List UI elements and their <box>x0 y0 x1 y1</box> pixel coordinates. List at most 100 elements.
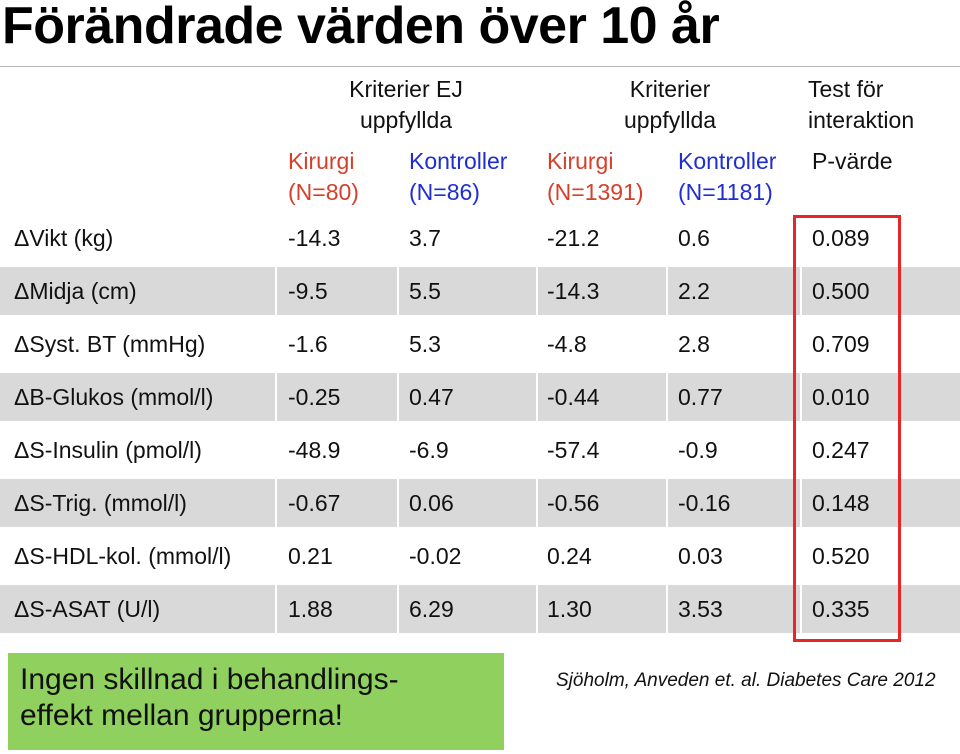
group-header-line: Kriterier <box>629 76 711 102</box>
title-divider <box>0 66 960 67</box>
group-header-line: uppfyllda <box>623 107 717 133</box>
table-row: ΔS-HDL-kol. (mmol/l) 0.21 -0.02 0.24 0.0… <box>0 532 960 580</box>
column-separator <box>536 479 538 527</box>
subheader-kirurgi-not-met: Kirurgi (N=80) <box>288 146 359 208</box>
group-header-interaction: Test för interaktion <box>808 74 958 136</box>
group-header-not-met: Kriterier EJ uppfyllda <box>318 74 494 136</box>
table-row: ΔS-Insulin (pmol/l) -48.9 -6.9 -57.4 -0.… <box>0 426 960 474</box>
value-cell: -21.2 <box>547 225 600 251</box>
row-label: ΔS-HDL-kol. (mmol/l) <box>14 543 232 569</box>
column-separator <box>397 585 399 633</box>
value-cell: 0.03 <box>678 543 723 569</box>
value-cell: 0.24 <box>547 543 592 569</box>
value-cell: -1.6 <box>288 331 328 357</box>
subheader-line: (N=1181) <box>678 179 773 205</box>
column-separator <box>397 373 399 421</box>
subheader-kirurgi-met: Kirurgi (N=1391) <box>547 146 644 208</box>
value-cell: 5.3 <box>409 331 441 357</box>
subheader-line: Kirurgi <box>288 148 355 174</box>
column-separator <box>397 267 399 315</box>
conclusion-line: Ingen skillnad i behandlings- <box>20 663 399 696</box>
value-cell: -0.16 <box>678 490 731 516</box>
p-value-cell: 0.010 <box>812 384 870 410</box>
value-cell: 0.6 <box>678 225 710 251</box>
value-cell: 0.21 <box>288 543 333 569</box>
table-row: ΔSyst. BT (mmHg) -1.6 5.3 -4.8 2.8 0.709 <box>0 320 960 368</box>
subheader-line: (N=1391) <box>547 179 644 205</box>
p-value-cell: 0.089 <box>812 225 870 251</box>
subheader-line: Kontroller <box>409 148 508 174</box>
p-value-cell: 0.335 <box>812 596 870 622</box>
value-cell: 0.77 <box>678 384 723 410</box>
group-header-line: Kriterier EJ <box>349 76 463 102</box>
table-row: ΔS-ASAT (U/l) 1.88 6.29 1.30 3.53 0.335 <box>0 585 960 633</box>
value-cell: -0.02 <box>409 543 462 569</box>
row-label: ΔS-ASAT (U/l) <box>14 596 161 622</box>
column-separator <box>275 479 277 527</box>
p-value-cell: 0.500 <box>812 278 870 304</box>
value-cell: 5.5 <box>409 278 441 304</box>
p-value-cell: 0.520 <box>812 543 870 569</box>
column-separator <box>666 479 668 527</box>
subheader-line: (N=86) <box>409 179 480 205</box>
p-value-cell: 0.148 <box>812 490 870 516</box>
row-label: ΔB-Glukos (mmol/l) <box>14 384 214 410</box>
subheader-line: (N=80) <box>288 179 359 205</box>
value-cell: 0.06 <box>409 490 454 516</box>
column-separator <box>275 373 277 421</box>
value-cell: 6.29 <box>409 596 454 622</box>
p-value-cell: 0.247 <box>812 437 870 463</box>
value-cell: -14.3 <box>547 278 600 304</box>
value-cell: 2.8 <box>678 331 710 357</box>
value-cell: -0.44 <box>547 384 600 410</box>
value-cell: 1.30 <box>547 596 592 622</box>
row-label: ΔSyst. BT (mmHg) <box>14 331 206 357</box>
subheader-line: P-värde <box>812 148 893 174</box>
subheader-p-value: P-värde <box>812 146 893 177</box>
table-row: ΔS-Trig. (mmol/l) -0.67 0.06 -0.56 -0.16… <box>0 479 960 527</box>
column-separator <box>666 585 668 633</box>
value-cell: -0.67 <box>288 490 341 516</box>
p-value-highlight-box <box>793 215 901 642</box>
value-cell: -0.9 <box>678 437 718 463</box>
value-cell: -0.56 <box>547 490 600 516</box>
row-label: ΔS-Trig. (mmol/l) <box>14 490 187 516</box>
column-separator <box>800 267 802 315</box>
value-cell: -6.9 <box>409 437 449 463</box>
column-separator <box>666 267 668 315</box>
value-cell: 1.88 <box>288 596 333 622</box>
subheader-line: Kontroller <box>678 148 777 174</box>
column-separator <box>536 585 538 633</box>
value-cell: 2.2 <box>678 278 710 304</box>
value-cell: -9.5 <box>288 278 328 304</box>
group-header-line: interaktion <box>808 107 915 133</box>
group-header-line: Test för <box>808 76 884 102</box>
column-separator <box>275 585 277 633</box>
row-label: ΔMidja (cm) <box>14 278 137 304</box>
group-header-line: uppfyllda <box>359 107 453 133</box>
subheader-kontroller-not-met: Kontroller (N=86) <box>409 146 507 208</box>
citation: Sjöholm, Anveden et. al. Diabetes Care 2… <box>556 670 936 691</box>
value-cell: -14.3 <box>288 225 341 251</box>
column-separator <box>800 585 802 633</box>
conclusion-callout: Ingen skillnad i behandlings- effekt mel… <box>8 653 504 750</box>
value-cell: -4.8 <box>547 331 587 357</box>
column-separator <box>397 479 399 527</box>
column-separator <box>800 479 802 527</box>
value-cell: -48.9 <box>288 437 341 463</box>
p-value-cell: 0.709 <box>812 331 870 357</box>
value-cell: -57.4 <box>547 437 600 463</box>
column-separator <box>536 373 538 421</box>
column-separator <box>800 373 802 421</box>
column-separator <box>275 267 277 315</box>
page-title: Förändrade värden över 10 år <box>2 0 720 55</box>
row-label: ΔVikt (kg) <box>14 225 114 251</box>
subheader-kontroller-met: Kontroller (N=1181) <box>678 146 776 208</box>
table-row: ΔB-Glukos (mmol/l) -0.25 0.47 -0.44 0.77… <box>0 373 960 421</box>
value-cell: 3.53 <box>678 596 723 622</box>
value-cell: -0.25 <box>288 384 341 410</box>
value-cell: 0.47 <box>409 384 454 410</box>
value-cell: 3.7 <box>409 225 441 251</box>
table-row: ΔVikt (kg) -14.3 3.7 -21.2 0.6 0.089 <box>0 214 960 262</box>
column-separator <box>666 373 668 421</box>
